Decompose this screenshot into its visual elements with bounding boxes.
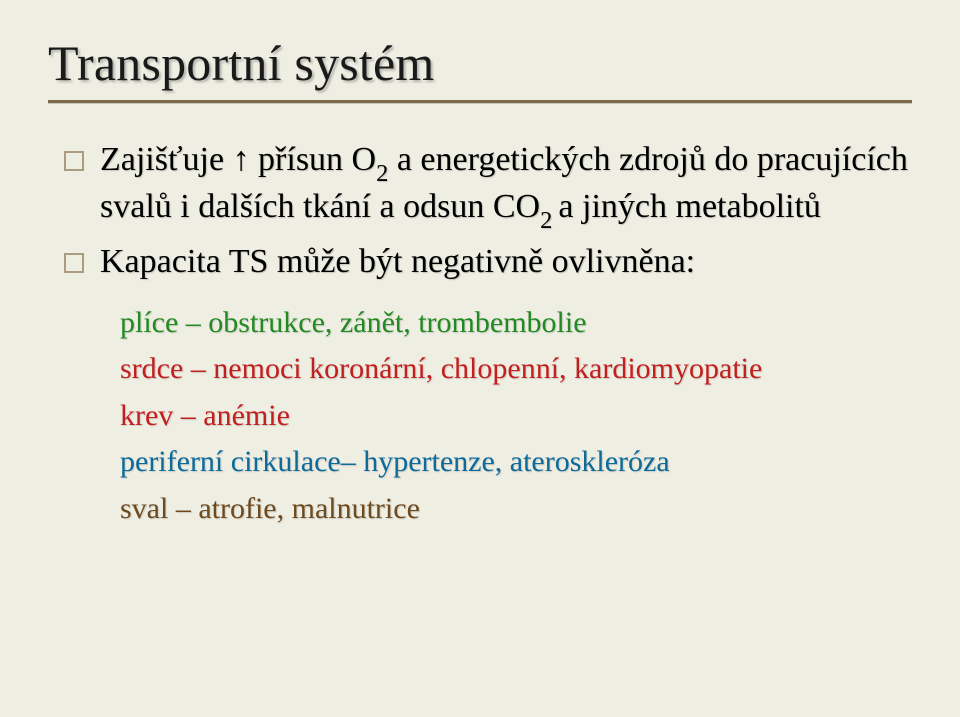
subitem-plice: plíce – obstrukce, zánět, trombembolie [120, 300, 912, 347]
bullet-item: Kapacita TS může být negativně ovlivněna… [64, 239, 912, 286]
square-bullet-icon [64, 151, 84, 171]
subitem-srdce: srdce – nemoci koronární, chlopenní, kar… [120, 346, 912, 393]
slide-title: Transportní systém [48, 34, 912, 92]
subitem-list: plíce – obstrukce, zánět, trombembolie s… [64, 300, 912, 533]
square-bullet-icon [64, 253, 84, 273]
bullet-text: Zajišťuje ↑ přísun O2 a energetických zd… [100, 137, 912, 231]
subitem-krev: krev – anémie [120, 393, 912, 440]
bullet-text: Kapacita TS může být negativně ovlivněna… [100, 239, 912, 286]
slide-content: Zajišťuje ↑ přísun O2 a energetických zd… [48, 137, 912, 532]
subitem-sval: sval – atrofie, malnutrice [120, 486, 912, 533]
slide: Transportní systém Zajišťuje ↑ přísun O2… [0, 0, 960, 717]
bullet-item: Zajišťuje ↑ přísun O2 a energetických zd… [64, 137, 912, 231]
title-rule [48, 100, 912, 103]
subitem-periferni: periferní cirkulace– hypertenze, aterosk… [120, 439, 912, 486]
